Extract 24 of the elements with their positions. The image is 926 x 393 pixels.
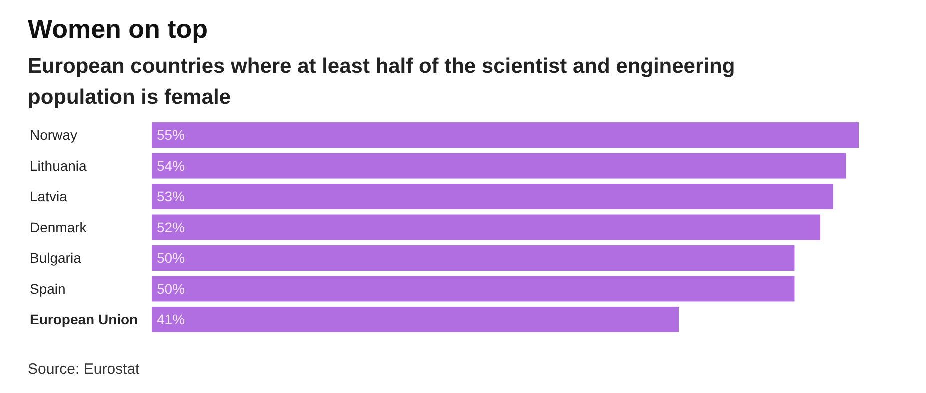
y-tick-label: Lithuania (30, 158, 88, 174)
y-tick-label: European Union (30, 312, 138, 328)
y-tick-label: Spain (30, 280, 66, 297)
bar (152, 245, 795, 271)
bar (152, 153, 846, 179)
data-label: 50% (157, 280, 186, 297)
bar (152, 306, 680, 332)
bar (152, 214, 820, 240)
chart-title: Women on top (28, 14, 208, 44)
y-tick-label: Latvia (30, 188, 68, 205)
source-note: Source: Eurostat (28, 361, 141, 378)
y-tick-label: Bulgaria (30, 250, 82, 266)
data-label: 41% (157, 312, 186, 328)
y-tick-label: Norway (30, 127, 78, 144)
data-label: 52% (157, 219, 186, 236)
bar (152, 184, 834, 210)
data-label: 50% (157, 250, 186, 266)
data-label: 54% (157, 158, 186, 174)
data-label: 55% (157, 127, 186, 144)
bar (152, 276, 795, 302)
bar (152, 122, 859, 148)
chart-subtitle: European countries where at least half of the scientist and engineering population is female (28, 55, 736, 109)
data-label: 53% (157, 188, 186, 205)
y-tick-label: Denmark (30, 219, 88, 236)
